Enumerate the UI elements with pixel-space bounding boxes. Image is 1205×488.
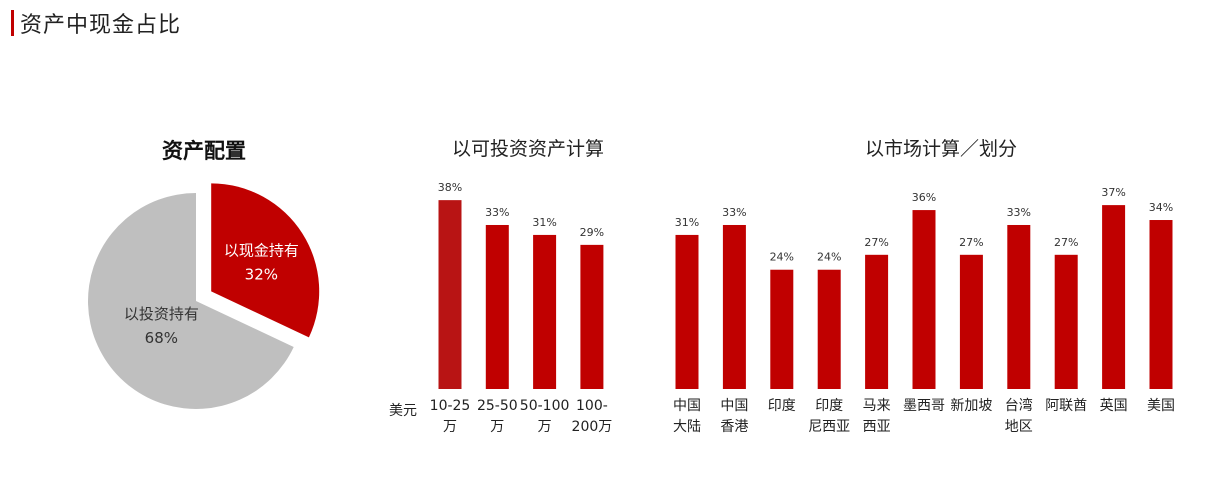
bar	[865, 254, 889, 389]
bar1-group-title: 以可投资资产计算	[452, 138, 604, 160]
bar	[722, 224, 746, 389]
bar2-group-title: 以市场计算／划分	[865, 138, 1017, 160]
bar-value-label: 29%	[580, 226, 604, 239]
category-label: 印度	[768, 398, 796, 414]
category-label: 万	[490, 419, 504, 435]
bar	[1007, 224, 1031, 389]
pie-slice-investment	[88, 193, 294, 409]
pie-label-cash-value: 32%	[245, 266, 278, 284]
category-label: 香港	[720, 419, 748, 435]
category-label: 马来	[863, 398, 891, 414]
category-label: 美国	[1147, 398, 1175, 414]
category-label: 200万	[572, 419, 613, 435]
bar-value-label: 24%	[770, 251, 794, 264]
bar	[485, 224, 509, 389]
pie-title: 资产配置	[162, 139, 246, 163]
category-label: 100-	[576, 398, 608, 414]
category-label: 大陆	[673, 419, 701, 435]
category-label: 尼西亚	[808, 419, 850, 435]
pie-slice-cash	[211, 183, 320, 338]
bar	[817, 269, 841, 389]
category-label: 印度	[815, 398, 843, 414]
bar-value-label: 37%	[1101, 186, 1125, 199]
bar	[912, 210, 936, 389]
bar	[1054, 254, 1078, 389]
page-header: 资产中现金占比	[11, 8, 181, 38]
bar	[770, 269, 794, 389]
bar	[1102, 205, 1126, 389]
pie-label-cash: 以现金持有	[224, 242, 299, 260]
category-label: 中国	[720, 398, 748, 414]
bar-value-label: 27%	[959, 236, 983, 249]
bar-value-label: 24%	[817, 251, 841, 264]
category-label: 50-100	[520, 398, 570, 414]
bar	[1149, 220, 1173, 389]
category-label: 地区	[1005, 419, 1033, 435]
bar	[580, 244, 604, 389]
unit-label: 美元	[389, 403, 417, 419]
bar	[675, 234, 699, 389]
category-label: 万	[538, 419, 552, 435]
bar-value-label: 38%	[438, 181, 462, 194]
category-label: 中国	[673, 398, 701, 414]
pie-label-investment-value: 68%	[145, 329, 178, 347]
category-label: 新加坡	[950, 398, 992, 414]
category-label: 25-50	[477, 398, 518, 414]
bar-chart-markets: 以市场计算／划分31%中国大陆33%中国香港24%印度24%印度尼西亚27%马来…	[673, 138, 1175, 435]
bar-value-label: 27%	[1054, 236, 1078, 249]
bar-value-label: 33%	[1007, 206, 1031, 219]
category-label: 台湾	[1005, 397, 1033, 414]
category-label: 英国	[1100, 397, 1128, 414]
page-title: 资产中现金占比	[20, 13, 182, 38]
pie-label-investment: 以投资持有	[124, 305, 199, 323]
bar	[438, 200, 462, 389]
category-label: 西亚	[863, 419, 891, 435]
bar-chart-investable-assets: 以可投资资产计算 38% 10-25 万 33% 25-50 万 31% 50-100 万 29% 1…	[389, 138, 612, 435]
category-label: 墨西哥	[903, 398, 945, 414]
bar-value-label: 27%	[864, 236, 888, 249]
bar	[959, 254, 983, 389]
bar-value-label: 33%	[485, 206, 509, 219]
bar	[533, 234, 557, 389]
bar-value-label: 36%	[912, 191, 936, 204]
category-label: 阿联酋	[1045, 397, 1087, 414]
bar-value-label: 34%	[1149, 201, 1173, 214]
bar-value-label: 31%	[675, 216, 699, 229]
bar-value-label: 33%	[722, 206, 746, 219]
title-accent-bar	[11, 10, 14, 36]
category-label: 万	[443, 419, 457, 435]
bar-value-label: 31%	[532, 216, 556, 229]
category-label: 10-25	[430, 398, 471, 414]
